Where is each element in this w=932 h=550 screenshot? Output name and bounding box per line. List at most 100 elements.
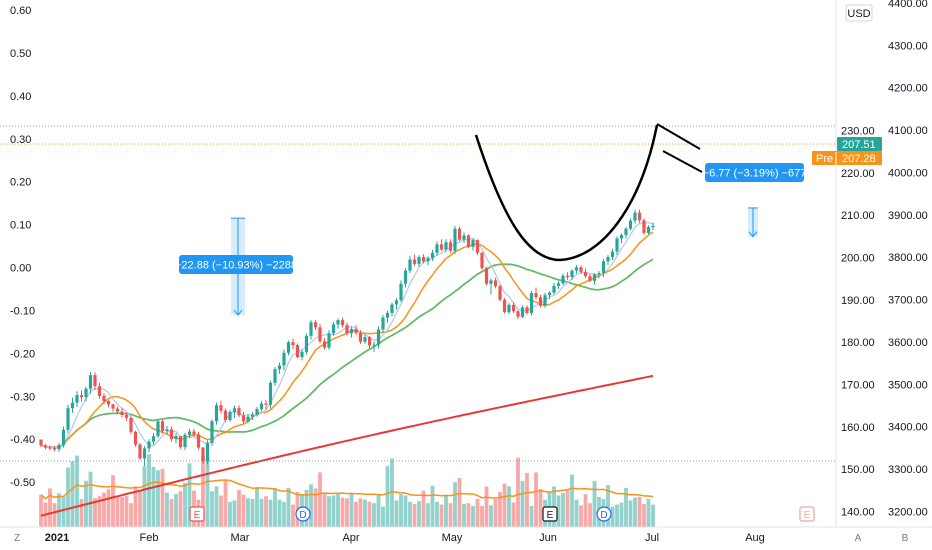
candle-body (525, 307, 529, 313)
left-axis-tick: 0.30 (10, 134, 31, 146)
candle-body (516, 311, 520, 317)
compare-axis-tick: 4100.00 (888, 125, 928, 137)
volume-bar (246, 498, 250, 527)
volume-bar (394, 500, 399, 527)
volume-bar (516, 457, 520, 527)
candle-body (273, 369, 277, 383)
right-axis-tick: 140.00 (841, 506, 875, 518)
candle-body (111, 404, 115, 409)
right-axis-tick: 160.00 (841, 422, 875, 434)
candle-body (322, 341, 327, 348)
candle-body (93, 375, 97, 387)
candle-body (345, 325, 349, 334)
candle-body (264, 403, 268, 405)
volume-ma-path (40, 479, 654, 500)
right-axis-tick: 190.00 (841, 295, 875, 307)
scale-b-button[interactable]: B (902, 533, 909, 544)
earnings-marker[interactable] (189, 506, 205, 522)
volume-bar (493, 499, 498, 527)
right-compare-axis[interactable]: 4400.00 4300.00 4200.00 4100.00 4000.00 3900.… (888, 0, 928, 518)
volume-bar (502, 483, 507, 527)
volume-bar (574, 499, 579, 527)
time-axis-label[interactable]: Apr (342, 532, 359, 544)
volume-bar (232, 500, 237, 527)
candle-body (259, 403, 264, 410)
volume-bar (309, 484, 313, 527)
volume-bar (354, 501, 358, 527)
measure-tools[interactable]: −22.88 (−10.93%) −2288 −6.77 (−3.19%) −67… (175, 163, 806, 316)
time-axis[interactable]: 2021 Feb Mar Apr May Jun Jul Aug (0, 526, 932, 544)
dividend-marker[interactable] (596, 506, 612, 522)
candle-body (133, 431, 138, 445)
time-axis-label[interactable]: Jun (539, 532, 557, 544)
volume-bar (646, 499, 651, 527)
dividend-marker[interactable] (295, 506, 311, 522)
candle-body (408, 259, 412, 271)
candle-body (601, 261, 606, 274)
left-axis-tick: 0.60 (10, 5, 31, 17)
time-axis-label[interactable]: May (442, 532, 463, 544)
candle-body (637, 212, 642, 221)
volume-bar (277, 499, 282, 527)
volume-bar (228, 501, 232, 527)
dividend-marker-label: D (299, 510, 306, 521)
volume-bar (525, 473, 529, 527)
cup-curve[interactable] (474, 124, 659, 262)
volume-bar (462, 503, 466, 527)
handle-upper-line[interactable] (656, 123, 701, 150)
earnings-marker[interactable] (542, 506, 558, 522)
auto-scale-button[interactable]: A (855, 533, 862, 544)
currency-badge[interactable] (845, 4, 873, 22)
candle-body (66, 408, 70, 430)
candle-body (403, 270, 408, 284)
volume-bar (444, 494, 448, 527)
time-axis-label[interactable]: Aug (745, 532, 765, 544)
earnings-marker-label: E (194, 510, 201, 521)
volume-bar (106, 489, 111, 527)
candle-body (205, 442, 210, 462)
time-axis-label[interactable]: Jul (645, 532, 659, 544)
volume-bar (70, 461, 75, 527)
candle-body (70, 402, 75, 409)
volume-bar (511, 502, 516, 527)
left-axis-tick: 0.20 (10, 177, 31, 189)
candle-body (628, 220, 633, 229)
left-axis: 0.60 0.50 0.40 0.30 0.20 0.10 0.00 -0.10 -0.20 -0… (10, 5, 35, 489)
volume-bar (457, 478, 462, 527)
time-axis-label[interactable]: Mar (231, 532, 250, 544)
candle-body (340, 320, 345, 326)
pattern-drawings[interactable] (474, 123, 703, 262)
candle-body (565, 275, 570, 277)
volume-bar (367, 501, 372, 527)
volume-bar (579, 505, 583, 527)
right-axis-tick: 200.00 (841, 252, 875, 264)
volume-bar (201, 455, 205, 527)
volume-bar (291, 504, 295, 527)
candle-body (120, 411, 124, 415)
volume-bar (363, 499, 367, 527)
time-axis-label[interactable]: Feb (140, 532, 159, 544)
candle-body (421, 257, 426, 262)
time-axis-label[interactable]: 2021 (45, 532, 69, 544)
volume-bar (565, 489, 570, 527)
measure-arrow (233, 309, 243, 316)
handle-lower-line[interactable] (662, 150, 703, 173)
candle-body (295, 345, 300, 357)
volume-bar (124, 496, 129, 527)
volume-bar (111, 475, 115, 527)
candle-body (277, 365, 282, 370)
volume-bar (628, 500, 633, 527)
earnings-marker[interactable] (799, 506, 815, 522)
volume-bar (97, 496, 102, 527)
volume-bar (475, 499, 480, 527)
right-price-axis[interactable]: 230.00 220.00 210.00 200.00 190.00 180.00 170.… (835, 0, 932, 550)
candle-body (642, 220, 646, 233)
zoom-button-label[interactable]: Z (14, 533, 20, 544)
volume-bar (556, 495, 561, 527)
volume-bar (642, 503, 646, 527)
candle-body (48, 447, 52, 449)
